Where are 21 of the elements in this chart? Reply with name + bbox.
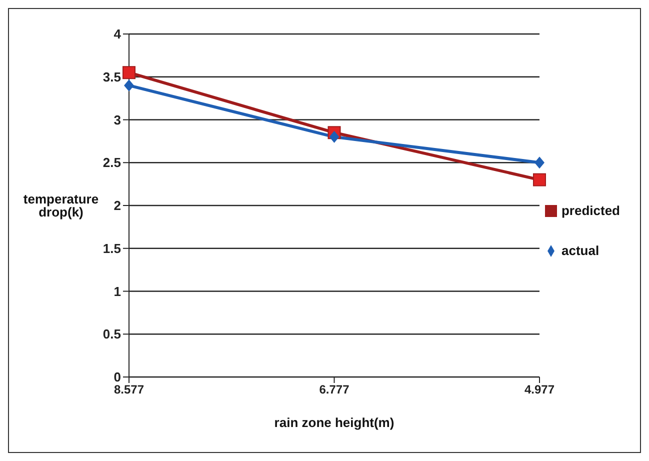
point <box>122 66 136 80</box>
x-tick-label: 6.777 <box>319 382 350 397</box>
y-tick-label: 2 <box>114 198 121 214</box>
y-tick-label: 1 <box>114 284 121 299</box>
y-tick-label: 2.5 <box>102 155 121 170</box>
x-axis-title: rain zone height(m) <box>274 415 394 430</box>
y-axis-title: temperature drop(k) <box>23 192 99 220</box>
point <box>329 130 340 143</box>
x-tick-label: 8.577 <box>114 382 144 397</box>
y-tick-label: 1.5 <box>102 240 121 256</box>
y-tick-label: 3 <box>114 112 121 128</box>
y-tick-label: 4 <box>114 26 122 42</box>
legend-label: predicted <box>561 202 620 218</box>
y-tick-label: 0 <box>114 370 121 385</box>
x-tick-label: 4.977 <box>524 382 555 397</box>
point <box>534 156 544 169</box>
point <box>532 173 546 186</box>
point <box>124 79 134 92</box>
y-tick-label: 0.5 <box>102 326 121 342</box>
y-tick-label: 3.5 <box>102 69 121 84</box>
legend-label: actual <box>561 242 600 258</box>
